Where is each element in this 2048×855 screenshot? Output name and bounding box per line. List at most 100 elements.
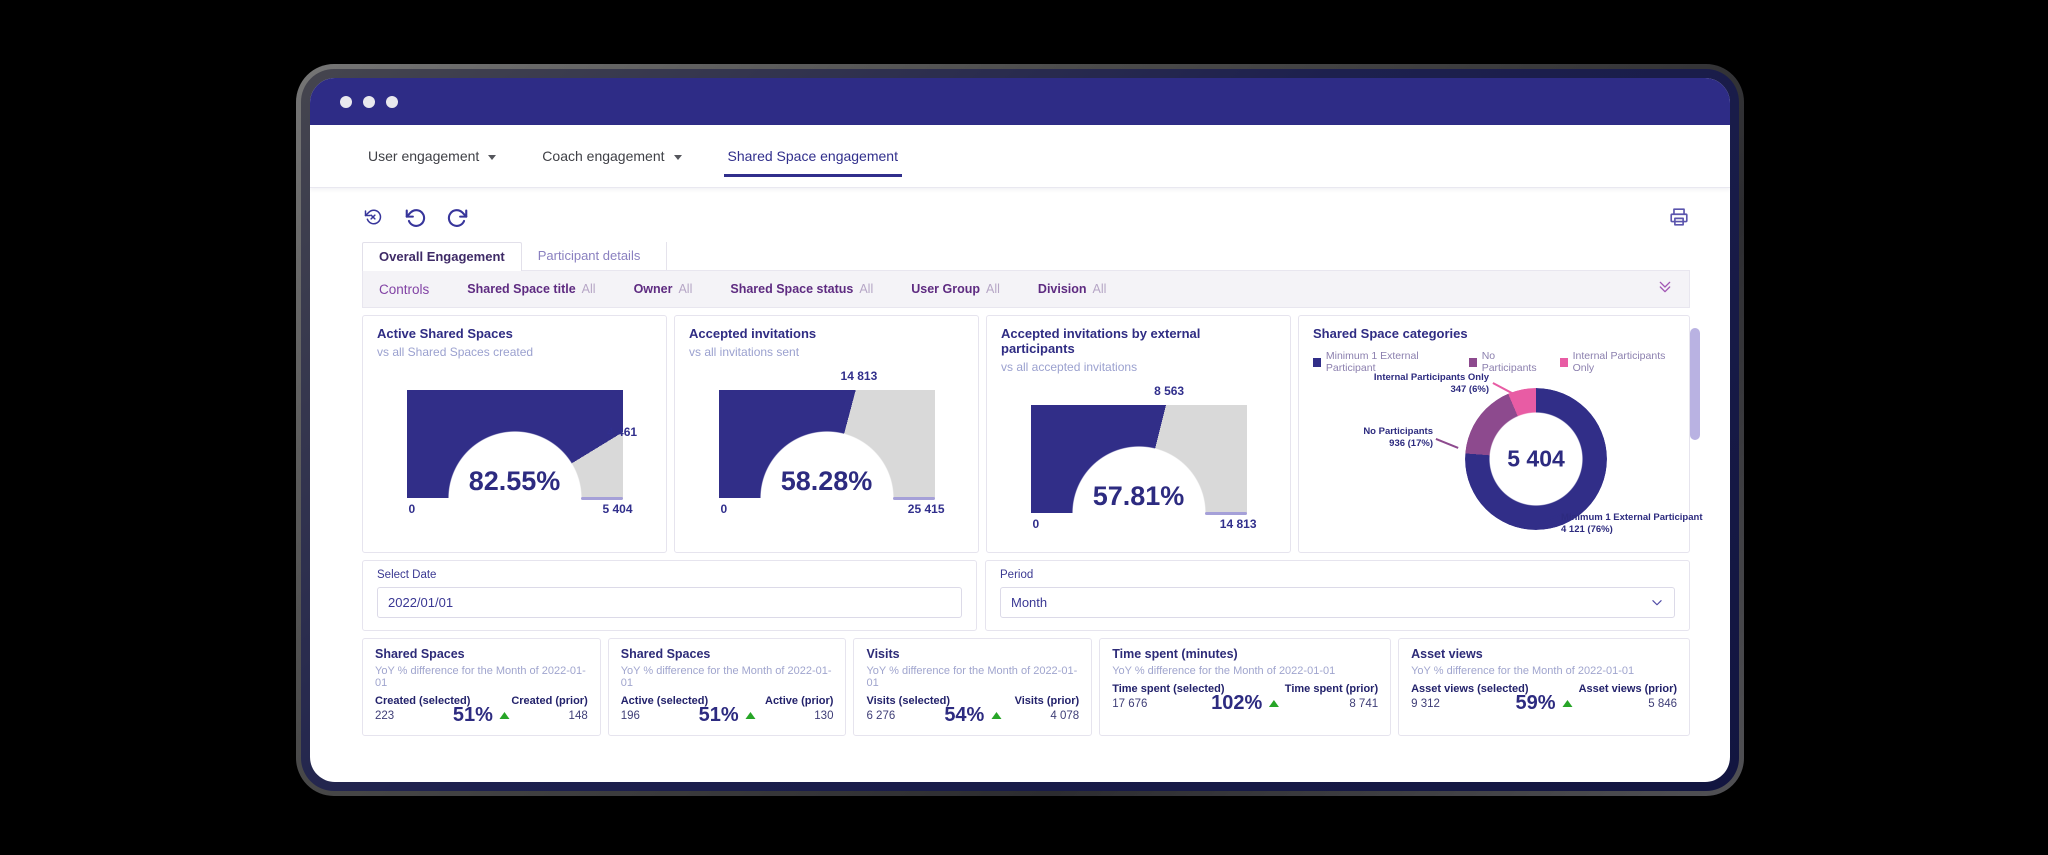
filter-label: Shared Space status (730, 282, 854, 296)
card-title: Accepted invitations (689, 326, 817, 341)
kpi-card-time-spent: Time spent (minutes) YoY % difference fo… (1099, 638, 1392, 736)
controls-bar: Controls Shared Space title All Owner All … (362, 270, 1690, 308)
gauge-card-accepted-invitations: Accepted invitations vs all invitations … (674, 315, 979, 553)
gauge-card-accepted-invitations-external: Accepted invitations by external partici… (986, 315, 1291, 553)
charts-row: Active Shared Spaces vs all Shared Space… (362, 315, 1702, 553)
controls-title: Controls (379, 281, 430, 297)
filter-value: All (678, 282, 693, 296)
app-window: User engagement Coach engagement Shared … (310, 78, 1730, 782)
nav-item-user-engagement[interactable]: User engagement (368, 125, 497, 187)
kpi-left-label: Visits (selected) (866, 695, 951, 707)
legend-label: Internal Participants Only (1572, 350, 1666, 374)
filter-owner[interactable]: Owner All (634, 282, 693, 296)
kpi-left-value: 196 (620, 710, 640, 722)
printer-icon[interactable] (1668, 206, 1690, 228)
kpi-right-label: Active (prior) (765, 695, 834, 707)
gauge-chart: 14 813 58.28% 0 25 415 (707, 369, 947, 523)
nav-item-coach-engagement[interactable]: Coach engagement (542, 125, 682, 187)
kpi-row: Shared Spaces YoY % difference for the M… (362, 638, 1691, 736)
gauge-value-label: 14 813 (840, 369, 878, 384)
filter-value: All (581, 282, 596, 296)
window-titlebar (310, 78, 1730, 125)
period-panel: Period Month (985, 560, 1690, 631)
card-subtitle: vs all accepted invitations (1001, 360, 1138, 374)
donut-legend: Minimum 1 External Participant No Partic… (1313, 350, 1675, 374)
kpi-percent: 51% (453, 704, 510, 727)
trend-up-icon (991, 712, 1002, 719)
legend-item[interactable]: Minimum 1 External Participant (1313, 350, 1453, 374)
kpi-title: Time spent (minutes) (1112, 647, 1238, 661)
gauge-chart: 8 563 57.81% 0 14 813 (1019, 384, 1259, 538)
select-date-input[interactable] (377, 587, 962, 618)
gauge-target-tick (580, 497, 623, 500)
select-date-label: Select Date (377, 569, 437, 581)
legend-item[interactable]: Internal Participants Only (1559, 350, 1675, 374)
sheet-tabs: Overall Engagement Participant details (362, 242, 1690, 271)
filters-row: Select Date Period Month (362, 560, 1690, 631)
kpi-right-label: Visits (prior) (1014, 695, 1080, 707)
donut-callout-min-1-external: Minimum 1 External Participant 4 121 (76… (1561, 512, 1711, 537)
tab-participant-details[interactable]: Participant details (522, 242, 668, 270)
gauge-max-label: 14 813 (1219, 517, 1257, 531)
kpi-right-label: Asset views (prior) (1578, 683, 1678, 695)
kpi-percent: 51% (699, 704, 756, 727)
reset-icon[interactable] (362, 206, 384, 228)
callout-value: 4 121 (76%) (1561, 524, 1613, 536)
chevron-down-icon (673, 154, 682, 160)
window-control-dot[interactable] (363, 95, 375, 108)
callout-label: Internal Participants Only (1373, 372, 1489, 383)
card-title: Shared Space categories (1313, 326, 1468, 341)
kpi-percent: 102% (1211, 692, 1280, 715)
kpi-right-label: Time spent (prior) (1284, 683, 1379, 695)
gauge-arc (1030, 405, 1247, 513)
legend-swatch (1468, 357, 1477, 367)
filter-division[interactable]: Division All (1038, 282, 1107, 296)
toolbar (362, 204, 1690, 230)
kpi-left-value: 9 312 (1411, 698, 1440, 710)
kpi-card-shared-spaces-created: Shared Spaces YoY % difference for the M… (362, 638, 601, 736)
callout-line (1492, 382, 1517, 396)
vertical-scrollbar-thumb[interactable] (1690, 328, 1700, 440)
window-frame-inner: User engagement Coach engagement Shared … (301, 69, 1739, 791)
gauge-target-tick (1204, 512, 1247, 515)
kpi-card-visits: Visits YoY % difference for the Month of… (853, 638, 1093, 736)
filter-shared-space-status[interactable]: Shared Space status All (730, 282, 873, 296)
kpi-title: Shared Spaces (620, 647, 711, 661)
donut-total: 5 404 (1507, 445, 1565, 472)
kpi-right-value: 148 (568, 710, 588, 722)
gauge-percent: 57.81% (1092, 481, 1185, 511)
gauge-value-label: 4 461 (607, 425, 638, 440)
callout-value: 936 (17%) (1389, 438, 1433, 450)
kpi-right-value: 130 (814, 710, 834, 722)
card-subtitle: vs all invitations sent (689, 345, 800, 359)
filter-shared-space-title[interactable]: Shared Space title All (467, 282, 595, 296)
legend-label: No Participants (1481, 350, 1537, 374)
kpi-right-value: 8 741 (1349, 698, 1379, 710)
gauge-card-active-shared-spaces: Active Shared Spaces vs all Shared Space… (362, 315, 667, 553)
donut-callout-internal-only: Internal Participants Only 347 (6%) (1347, 372, 1489, 397)
filter-label: Shared Space title (467, 282, 576, 296)
trend-up-icon (1269, 700, 1280, 707)
callout-line (1435, 438, 1459, 449)
window-frame: User engagement Coach engagement Shared … (296, 64, 1744, 796)
gauge-min-label: 0 (1032, 517, 1040, 531)
kpi-left-value: 17 676 (1112, 698, 1148, 710)
legend-item[interactable]: No Participants (1468, 350, 1544, 374)
period-select[interactable]: Month (1000, 587, 1675, 618)
filter-value: All (986, 282, 1000, 296)
window-control-dot[interactable] (386, 95, 398, 108)
kpi-left-label: Active (selected) (620, 695, 709, 707)
double-chevron-down-icon[interactable] (1657, 279, 1673, 300)
nav-item-shared-space-engagement[interactable]: Shared Space engagement (723, 125, 903, 187)
tab-overall-engagement[interactable]: Overall Engagement (362, 242, 522, 271)
undo-icon[interactable] (404, 206, 426, 228)
kpi-right-value: 5 846 (1648, 698, 1678, 710)
card-subtitle: vs all Shared Spaces created (377, 345, 534, 359)
period-selected-value: Month (1011, 595, 1048, 610)
filter-label: User Group (911, 282, 981, 296)
redo-icon[interactable] (446, 206, 468, 228)
nav-item-label: Coach engagement (542, 148, 665, 164)
window-control-dot[interactable] (340, 95, 352, 108)
gauge-max-label: 5 404 (602, 502, 633, 516)
filter-user-group[interactable]: User Group All (911, 282, 1000, 296)
